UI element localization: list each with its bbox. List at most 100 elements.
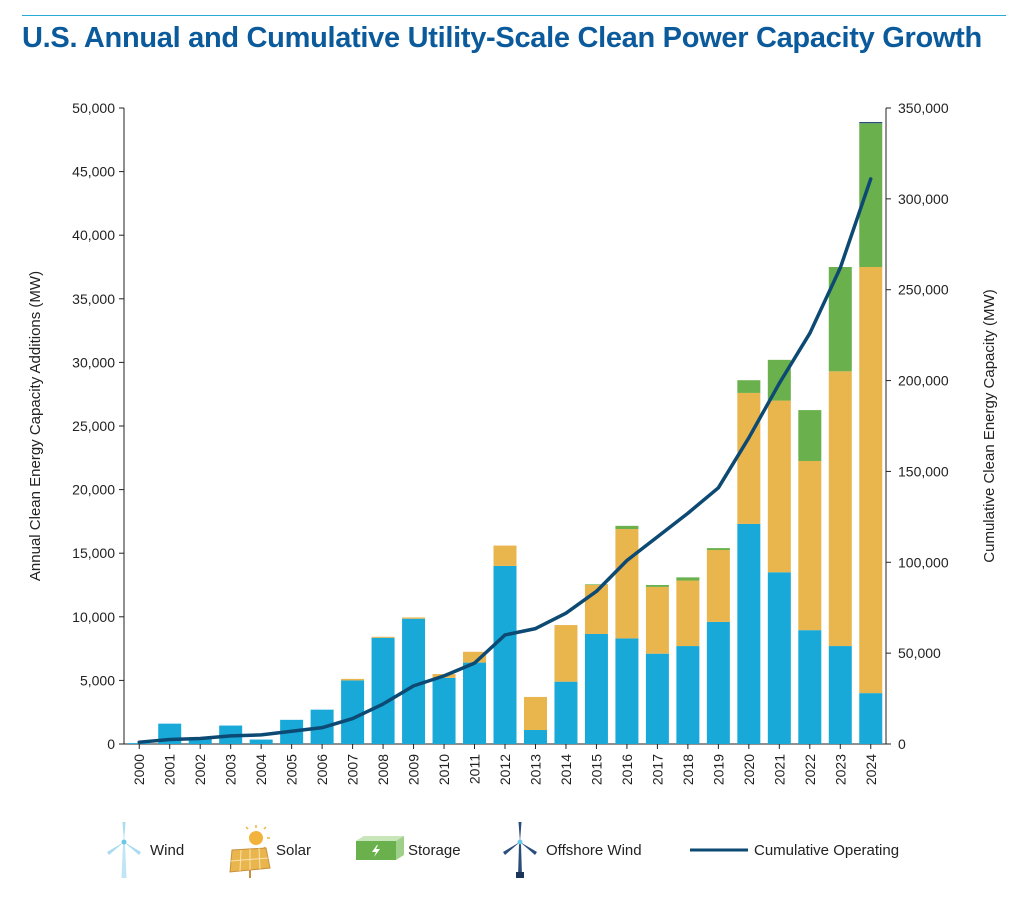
x-tick-label: 2001 bbox=[162, 754, 178, 785]
y-axis-title-right: Cumulative Clean Energy Capacity (MW) bbox=[981, 289, 998, 562]
offshore-wind-turbine-icon bbox=[503, 822, 537, 878]
bar-wind-2020 bbox=[737, 523, 761, 744]
bar-storage-2015 bbox=[584, 584, 608, 585]
x-tick-label: 2020 bbox=[741, 754, 757, 785]
bar-wind-2022 bbox=[798, 630, 822, 744]
x-tick-label: 2000 bbox=[131, 754, 147, 785]
solar-panel-icon bbox=[229, 825, 271, 878]
x-tick-label: 2023 bbox=[832, 754, 848, 785]
bar-solar-2022 bbox=[798, 460, 822, 631]
y-tick-label-left: 25,000 bbox=[72, 418, 115, 434]
bar-solar-2019 bbox=[706, 550, 730, 622]
y-tick-label-left: 15,000 bbox=[72, 545, 115, 561]
y-tick-label-left: 35,000 bbox=[72, 291, 115, 307]
cumulative-line-swatch bbox=[690, 848, 748, 852]
x-tick-label: 2011 bbox=[467, 754, 483, 784]
bar-wind-2007 bbox=[341, 680, 365, 744]
y-axis-title-left: Annual Clean Energy Capacity Additions (… bbox=[27, 271, 44, 581]
legend-item-cumulative: Cumulative Operating bbox=[690, 815, 899, 885]
x-tick-label: 2015 bbox=[588, 754, 604, 785]
x-tick-label: 2021 bbox=[771, 754, 787, 785]
y-tick-label-left: 0 bbox=[107, 736, 115, 752]
bar-wind-2015 bbox=[584, 633, 608, 744]
bar-solar-2008 bbox=[371, 636, 395, 638]
bar-solar-2023 bbox=[828, 371, 852, 647]
y-tick-label-right: 350,000 bbox=[898, 100, 949, 116]
y-tick-label-left: 50,000 bbox=[72, 100, 115, 116]
x-tick-label: 2003 bbox=[223, 754, 239, 785]
x-tick-label: 2014 bbox=[558, 754, 574, 785]
y-tick-label-right: 200,000 bbox=[898, 373, 949, 389]
bar-solar-2014 bbox=[554, 625, 578, 682]
bar-wind-2013 bbox=[523, 730, 547, 744]
bar-solar-2013 bbox=[523, 696, 547, 731]
bar-wind-2004 bbox=[249, 739, 273, 744]
x-tick-label: 2008 bbox=[375, 754, 391, 785]
bar-storage-2017 bbox=[645, 585, 669, 587]
legend-label-solar: Solar bbox=[276, 841, 312, 859]
legend-label-offshore-wind: Offshore Wind bbox=[546, 841, 642, 859]
bar-solar-2007 bbox=[341, 678, 365, 681]
bar-solar-2020 bbox=[737, 392, 761, 524]
bar-solar-2009 bbox=[402, 617, 426, 619]
bar-wind-2023 bbox=[828, 646, 852, 744]
y-tick-label-left: 10,000 bbox=[72, 609, 115, 625]
bar-offshore-wind-2024 bbox=[859, 121, 883, 124]
x-tick-label: 2024 bbox=[863, 754, 879, 785]
legend-item-storage: Storage bbox=[354, 815, 461, 885]
legend: Wind Solar bbox=[0, 815, 1024, 885]
legend-item-solar: Solar bbox=[226, 815, 311, 885]
x-tick-label: 2007 bbox=[345, 754, 361, 785]
bar-wind-2021 bbox=[767, 572, 791, 744]
bar-storage-2019 bbox=[706, 548, 730, 551]
bar-solar-2012 bbox=[493, 545, 517, 566]
bar-storage-2023 bbox=[828, 267, 852, 372]
bar-storage-2024 bbox=[859, 123, 883, 267]
x-tick-label: 2019 bbox=[710, 754, 726, 785]
bar-storage-2022 bbox=[798, 410, 822, 461]
x-tick-label: 2018 bbox=[680, 754, 696, 785]
bar-wind-2017 bbox=[645, 653, 669, 744]
y-tick-label-left: 45,000 bbox=[72, 164, 115, 180]
bar-wind-2024 bbox=[859, 693, 883, 744]
bar-solar-2017 bbox=[645, 586, 669, 654]
x-tick-label: 2016 bbox=[619, 754, 635, 785]
bar-solar-2018 bbox=[676, 580, 700, 647]
bar-solar-2021 bbox=[767, 400, 791, 573]
x-tick-label: 2009 bbox=[406, 754, 422, 785]
bar-wind-2012 bbox=[493, 565, 517, 744]
x-tick-label: 2006 bbox=[314, 754, 330, 785]
y-tick-label-right: 50,000 bbox=[898, 645, 941, 661]
y-tick-label-left: 30,000 bbox=[72, 354, 115, 370]
top-rule bbox=[22, 15, 1006, 16]
x-tick-label: 2010 bbox=[436, 754, 452, 785]
bar-wind-2011 bbox=[463, 662, 487, 744]
y-tick-label-left: 20,000 bbox=[72, 482, 115, 498]
bar-storage-2018 bbox=[676, 577, 700, 581]
x-tick-label: 2012 bbox=[497, 754, 513, 785]
y-tick-label-right: 100,000 bbox=[898, 554, 949, 570]
x-tick-label: 2005 bbox=[284, 754, 300, 785]
x-tick-label: 2022 bbox=[802, 754, 818, 785]
battery-storage-icon bbox=[356, 836, 404, 860]
x-tick-label: 2013 bbox=[527, 754, 543, 785]
bar-wind-2019 bbox=[706, 621, 730, 744]
bar-solar-2016 bbox=[615, 529, 639, 639]
bar-solar-2011 bbox=[463, 651, 487, 663]
y-tick-label-left: 40,000 bbox=[72, 227, 115, 243]
y-tick-label-right: 150,000 bbox=[898, 463, 949, 479]
y-tick-label-right: 300,000 bbox=[898, 191, 949, 207]
legend-label-storage: Storage bbox=[408, 841, 461, 859]
y-tick-label-right: 250,000 bbox=[898, 282, 949, 298]
bar-wind-2009 bbox=[402, 618, 426, 744]
bar-solar-2024 bbox=[859, 267, 883, 694]
x-tick-label: 2002 bbox=[192, 754, 208, 785]
chart: 0 5,000 10,000 15,000 20,000 25,000 30,000 35,0… bbox=[27, 100, 998, 785]
bar-wind-2002 bbox=[188, 738, 212, 744]
bar-storage-2020 bbox=[737, 380, 761, 393]
bar-storage-2016 bbox=[615, 525, 639, 530]
legend-item-wind: Wind bbox=[104, 815, 184, 885]
bar-wind-2014 bbox=[554, 681, 578, 744]
legend-label-wind: Wind bbox=[150, 841, 185, 859]
chart-title: U.S. Annual and Cumulative Utility-Scale… bbox=[22, 22, 982, 54]
